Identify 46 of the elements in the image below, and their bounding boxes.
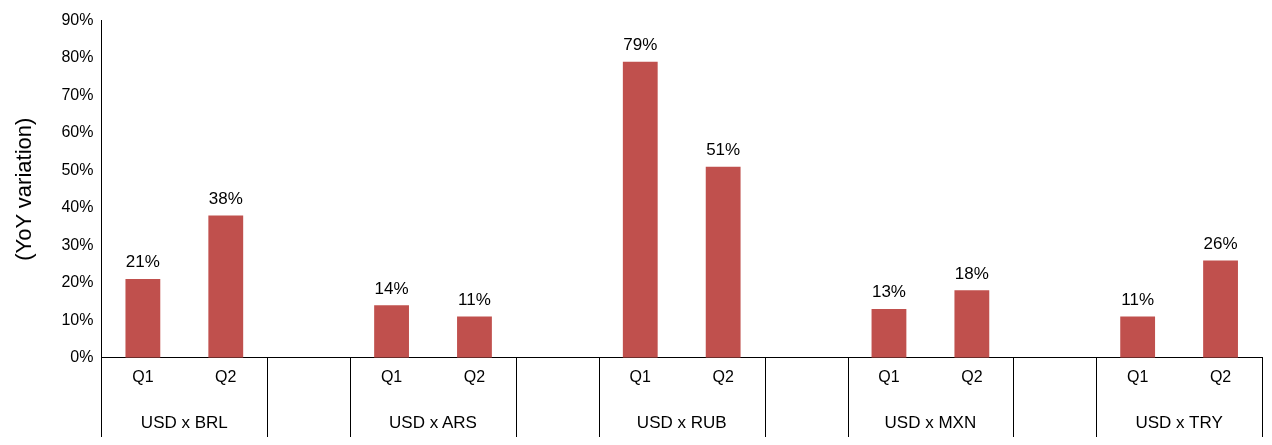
x-tick-label: Q2	[463, 367, 486, 385]
x-tick-label: Q1	[878, 367, 900, 385]
data-label: 11%	[1121, 289, 1155, 309]
x-tick-label: Q2	[712, 367, 734, 385]
y-tick-label: 50%	[61, 160, 94, 178]
x-tick-label: Q2	[1209, 367, 1232, 385]
x-tick-label: Q1	[629, 367, 652, 385]
data-label: 18%	[954, 263, 989, 283]
y-tick-label: 20%	[61, 273, 94, 291]
data-label: 51%	[706, 139, 741, 159]
data-label: 13%	[871, 282, 906, 302]
text: USD x RUB	[636, 412, 727, 432]
bar	[1120, 316, 1156, 358]
bar	[622, 61, 658, 358]
x-tick-label: Q2	[215, 367, 237, 385]
data-label: 14%	[374, 278, 409, 298]
x-tick-label: Q1	[132, 367, 154, 385]
x-tick-label: Q1	[380, 367, 403, 385]
text: USD x BRL	[140, 412, 228, 432]
text: USD x TRY	[1135, 412, 1223, 432]
y-tick-label: 80%	[61, 48, 94, 66]
bar	[705, 166, 741, 358]
bar	[954, 290, 990, 358]
bar	[125, 279, 161, 358]
x-tick-label: Q1	[1126, 367, 1149, 385]
y-tick-label: 0%	[70, 348, 94, 366]
text: USD x ARS	[389, 412, 477, 432]
bar	[457, 316, 492, 358]
bar	[1203, 260, 1238, 358]
data-label: 79%	[623, 35, 658, 54]
bar	[871, 309, 907, 358]
data-label: 26%	[1203, 233, 1238, 253]
y-tick-label: 40%	[61, 198, 94, 216]
bar	[374, 305, 409, 358]
y-tick-label: 90%	[61, 11, 94, 29]
y-tick-label: 10%	[61, 310, 94, 328]
y-tick-label: 60%	[61, 123, 94, 141]
data-label: 11%	[458, 289, 491, 309]
x-tick-label: Q2	[961, 367, 983, 385]
data-label: 38%	[208, 188, 243, 208]
bar	[208, 215, 244, 358]
y-axis-title: (YoY variation)	[11, 117, 37, 261]
y-tick-label: 70%	[61, 85, 94, 103]
data-label: 21%	[125, 252, 160, 272]
y-tick-label: 30%	[61, 235, 94, 253]
text: USD x MXN	[884, 412, 977, 432]
